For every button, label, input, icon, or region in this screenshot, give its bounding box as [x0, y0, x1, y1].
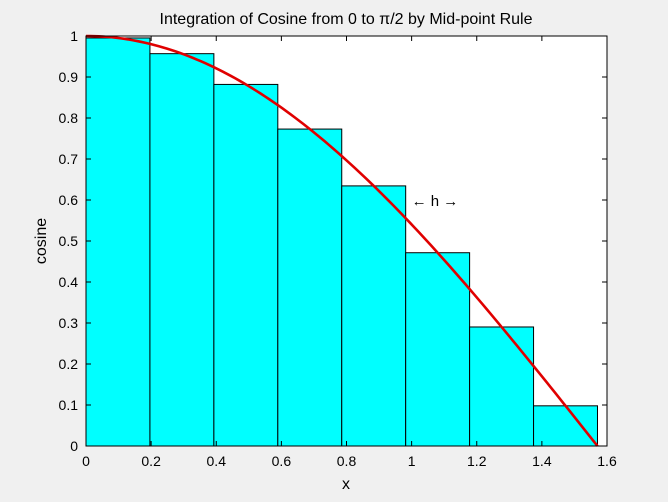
y-tick-label: 0.4: [59, 274, 79, 290]
bar-4: [277, 128, 343, 447]
y-tick-label: 0.1: [59, 397, 79, 413]
x-axis-label: x: [342, 476, 350, 493]
bar-5: [341, 185, 407, 447]
y-tick-label: 1: [70, 28, 78, 44]
x-tick-label: 1: [408, 453, 416, 469]
y-tick-label: 0.6: [59, 192, 79, 208]
x-tick-label: 0.2: [141, 453, 161, 469]
x-tick-label: 0: [82, 453, 90, 469]
y-tick-label: 0.3: [59, 315, 79, 331]
y-tick-label: 0.9: [59, 69, 79, 85]
y-tick-label: 0.5: [59, 233, 79, 249]
ticks-layer: 0 0.2 0.4 0.6 0.8 1 1.2 1.4 1.6 0 0.1 0.2 0.3 0.4 0.5 0…: [59, 28, 617, 469]
y-axis-label: cosine: [33, 218, 50, 264]
h-annotation: ← h →: [412, 193, 459, 210]
x-tick-label: 1.6: [597, 453, 617, 469]
bar-1: [85, 37, 151, 447]
bar-2: [149, 53, 215, 447]
chart-title: Integration of Cosine from 0 to π/2 by M…: [160, 11, 533, 28]
y-tick-label: 0.2: [59, 356, 79, 372]
x-tick-label: 0.6: [272, 453, 292, 469]
x-tick-label: 1.4: [532, 453, 552, 469]
bar-8: [533, 405, 598, 447]
bar-6: [405, 252, 471, 447]
x-tick-label: 0.4: [207, 453, 227, 469]
y-tick-label: 0.7: [59, 151, 79, 167]
y-tick-label: 0: [70, 438, 78, 454]
bar-3: [213, 83, 279, 447]
x-tick-label: 1.2: [467, 453, 487, 469]
cosine-curve: [85, 34, 599, 447]
bar-7: [469, 326, 535, 447]
y-tick-label: 0.8: [59, 110, 79, 126]
x-tick-label: 0.8: [337, 453, 357, 469]
